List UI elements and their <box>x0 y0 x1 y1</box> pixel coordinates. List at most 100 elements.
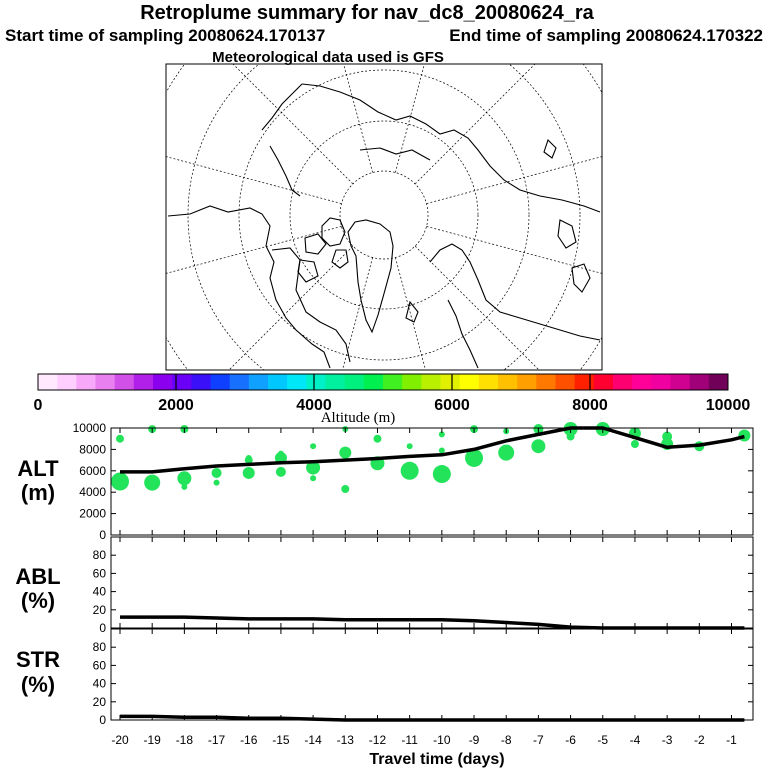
colorbar-label: Altitude (m) <box>321 410 396 426</box>
alt-y-tick-label: 6000 <box>79 464 106 478</box>
str-y-tick-label: 80 <box>93 640 107 654</box>
str-panel-frame <box>110 628 754 721</box>
alt-scatter-point <box>144 474 161 491</box>
colorbar-cell <box>708 374 729 390</box>
x-tick-label: -14 <box>304 733 322 747</box>
colorbar-cell <box>95 374 116 390</box>
colorbar-cell <box>632 374 652 390</box>
x-tick-label: -20 <box>111 733 129 747</box>
abl-panel: ABL (%) 0 20 40 60 80 <box>15 536 754 635</box>
alt-scatter-point <box>116 434 124 443</box>
str-line <box>120 714 745 722</box>
alt-scatter-point <box>373 434 382 443</box>
map-graticule <box>166 64 602 370</box>
x-tick-label: -1 <box>726 733 737 747</box>
colorbar-cell <box>268 374 288 390</box>
x-tick-label: -12 <box>369 733 387 747</box>
alt-scatter-point <box>432 465 451 484</box>
colorbar-tick-label: 0 <box>34 397 43 414</box>
colorbar-cell <box>306 374 326 390</box>
start-time-label: Start time of sampling 20080624.170137 <box>5 26 325 45</box>
str-y-tick-label: 20 <box>93 695 107 709</box>
x-tick-label: -4 <box>630 733 641 747</box>
colorbar-tick-label: 10000 <box>706 397 751 414</box>
abl-y-tick-label: 20 <box>93 603 107 617</box>
colorbar-cell <box>76 374 96 390</box>
alt-scatter-point <box>341 484 350 493</box>
colorbar-cell <box>574 374 595 390</box>
alt-scatter-point <box>662 431 673 442</box>
colorbar-cell <box>459 374 480 390</box>
abl-y-tick-label: 0 <box>99 621 106 635</box>
end-time-label: End time of sampling 20080624.170322 <box>449 26 763 45</box>
colorbar-cell <box>689 374 710 390</box>
str-y-tick-label: 40 <box>93 677 107 691</box>
alt-y-tick-label: 0 <box>99 528 106 542</box>
x-tick-label: -10 <box>433 733 451 747</box>
str-panel-label: STR <box>16 647 60 672</box>
alt-scatter-point <box>438 431 445 438</box>
colorbar-frame <box>37 373 729 391</box>
colorbar-cell <box>536 374 556 390</box>
alt-scatter-point <box>111 472 129 491</box>
abl-panel-unit: (%) <box>21 588 55 613</box>
alt-scatter-point <box>213 479 220 486</box>
alt-scatter-point <box>245 454 252 461</box>
x-axis: -20 -19 -18 -17 -16 -15 -14 -13 -12 -11 -10 -9 -8 -7 -… <box>111 428 737 768</box>
x-tick-label: -6 <box>565 733 576 747</box>
abl-y-tick-label: 80 <box>93 548 107 562</box>
colorbar-cell <box>210 374 231 390</box>
abl-y-tick-label: 60 <box>93 566 107 580</box>
met-data-label: Meteorological data used is GFS <box>212 49 444 66</box>
alt-panel-unit: (m) <box>21 480 55 505</box>
abl-y-tick-label: 40 <box>93 585 107 599</box>
colorbar-cell <box>478 374 499 390</box>
colorbar-cell <box>133 374 154 390</box>
alt-scatter-point <box>310 475 317 482</box>
x-tick-label: -7 <box>533 733 544 747</box>
alt-scatter-point <box>438 447 445 454</box>
x-tick-label: -11 <box>401 733 418 747</box>
colorbar-cell <box>402 374 422 390</box>
colorbar-cell <box>651 374 671 390</box>
alt-y-tick-label: 8000 <box>79 442 106 456</box>
x-tick-label: -3 <box>662 733 673 747</box>
colorbar-tick-label: 2000 <box>158 397 194 414</box>
x-tick-label: -2 <box>694 733 705 747</box>
chart-title: Retroplume summary for nav_dc8_20080624_… <box>140 2 594 24</box>
colorbar-cell <box>153 374 173 390</box>
str-panel: STR (%) 0 20 40 60 80 <box>16 628 754 727</box>
str-y-tick-label: 60 <box>93 658 107 672</box>
alt-scatter-point <box>277 450 284 457</box>
alt-scatter-point <box>400 461 419 480</box>
abl-line <box>120 615 745 630</box>
alt-scatter-point <box>566 432 575 441</box>
alt-scatter-point <box>339 446 352 459</box>
x-tick-label: -9 <box>469 733 480 747</box>
alt-panel: ALT (m) 0 2000 4000 6000 8000 10000 <box>17 421 754 542</box>
map-coastlines <box>167 83 601 369</box>
colorbar-tick-label: 6000 <box>434 397 470 414</box>
colorbar-cell <box>229 374 250 390</box>
colorbar-cell <box>613 374 633 390</box>
colorbar-tick-label: 4000 <box>296 397 332 414</box>
colorbar-cell <box>363 374 384 390</box>
colorbar-cell <box>114 374 135 390</box>
alt-panel-label: ALT <box>17 456 59 481</box>
map-frame <box>165 63 603 371</box>
alt-scatter-point <box>406 443 413 450</box>
alt-scatter-point <box>310 443 317 450</box>
x-tick-label: -15 <box>272 733 290 747</box>
x-tick-label: -5 <box>597 733 608 747</box>
x-axis-label: Travel time (days) <box>369 751 504 768</box>
colorbar-cell <box>191 374 211 390</box>
alt-scatter-point <box>465 448 484 467</box>
alt-scatter-point <box>738 429 751 442</box>
colorbar-cell <box>57 374 77 390</box>
abl-panel-label: ABL <box>15 564 60 589</box>
x-tick-label: -17 <box>208 733 226 747</box>
map-panel: Meteorological data used is GFS <box>165 49 603 371</box>
colorbar-cell <box>593 374 614 390</box>
colorbar-cell <box>670 374 691 390</box>
